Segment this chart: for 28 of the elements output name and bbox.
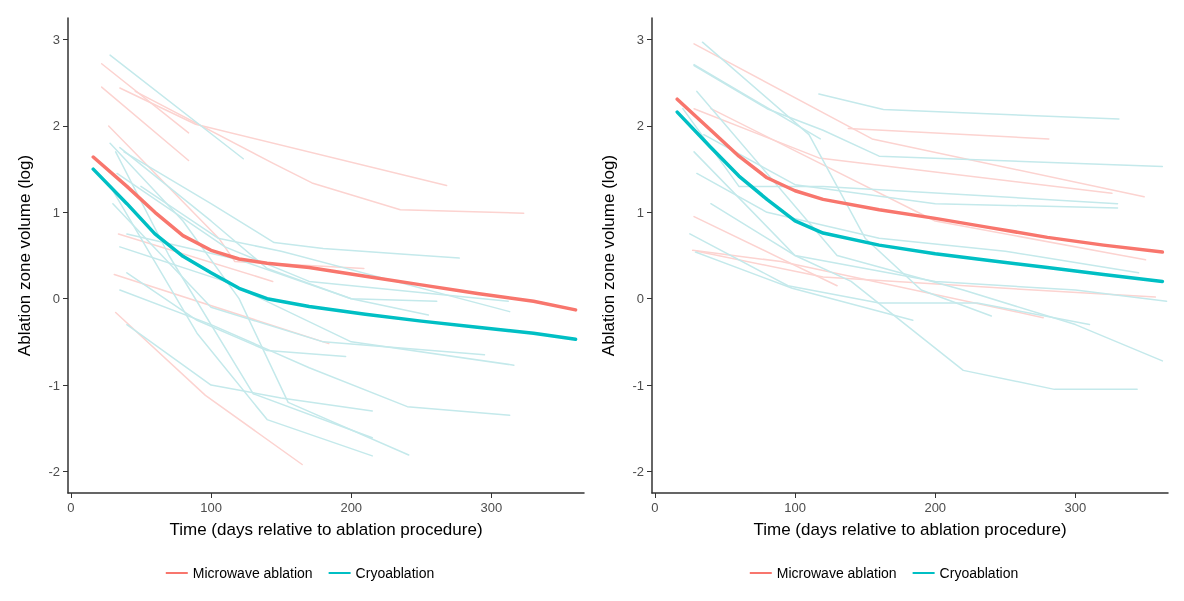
y-tick-label: 1 xyxy=(52,204,60,220)
y-tick-label: 0 xyxy=(636,291,644,307)
y-tick-label: 0 xyxy=(52,291,60,307)
legend-label: Cryoablation xyxy=(939,565,1019,581)
x-tick-label: 200 xyxy=(340,500,363,515)
legend-label: Microwave ablation xyxy=(192,565,313,581)
y-axis-title: Ablation zone volume (log) xyxy=(599,154,618,357)
x-tick-label: 200 xyxy=(924,500,947,515)
x-axis-title: Time (days relative to ablation procedure) xyxy=(169,520,483,539)
y-tick-label: -1 xyxy=(48,377,60,393)
y-tick-label: 3 xyxy=(636,32,644,48)
x-axis-title: Time (days relative to ablation procedure) xyxy=(753,520,1067,539)
legend-label: Microwave ablation xyxy=(776,565,897,581)
x-tick-label: 300 xyxy=(480,500,503,515)
y-tick-label: 3 xyxy=(52,32,60,48)
y-tick-label: -1 xyxy=(632,377,644,393)
x-tick-label: 300 xyxy=(1064,500,1087,515)
y-axis-title: Ablation zone volume (log) xyxy=(15,154,34,357)
y-tick-label: 1 xyxy=(636,204,644,220)
y-tick-label: -2 xyxy=(48,463,60,479)
x-tick-label: 100 xyxy=(784,500,806,515)
x-tick-label: 0 xyxy=(67,500,75,515)
x-tick-label: 100 xyxy=(200,500,222,515)
y-tick-label: 2 xyxy=(636,118,644,134)
x-tick-label: 0 xyxy=(651,500,659,515)
y-tick-label: 2 xyxy=(52,118,60,134)
legend-label: Cryoablation xyxy=(355,565,435,581)
y-tick-label: -2 xyxy=(632,463,644,479)
